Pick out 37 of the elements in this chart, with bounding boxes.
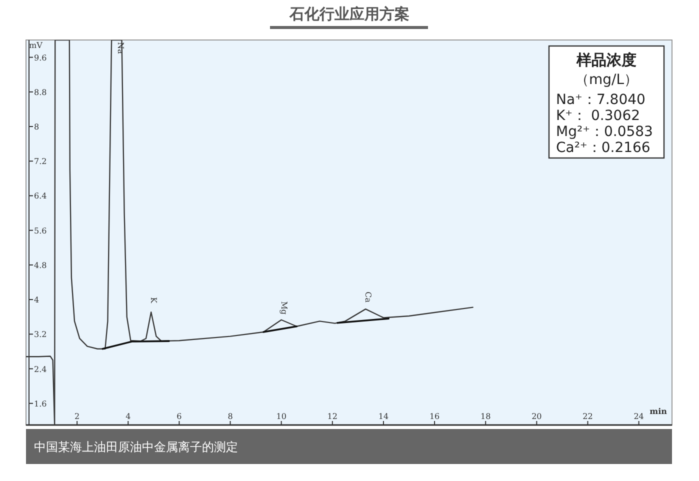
x-tick-label: 24: [634, 412, 644, 421]
y-axis-title: mV: [29, 41, 43, 50]
y-tick-label: 2.4: [34, 364, 47, 374]
y-tick-label: 4.8: [34, 260, 47, 270]
chart-title: 石化行业应用方案: [288, 5, 410, 23]
x-tick-label: 20: [532, 412, 542, 421]
x-tick-label: 12: [327, 412, 338, 421]
annotation: Ca: [364, 292, 373, 303]
annotation: K⁺： 0.3062: [556, 108, 640, 124]
y-tick-label: 6.4: [34, 192, 47, 201]
x-tick-label: 22: [582, 412, 593, 421]
x-axis-title: min: [650, 406, 668, 416]
x-tick-label: 2: [74, 412, 80, 421]
y-tick-label: 5.6: [34, 226, 47, 236]
annotation: K: [149, 297, 158, 304]
annotation: 样品浓度: [576, 51, 636, 69]
x-tick-label: 14: [378, 412, 389, 421]
annotation: Na: [116, 42, 125, 54]
x-tick-label: 16: [429, 412, 440, 421]
x-tick-label: 8: [228, 412, 233, 421]
y-tick-label: 3.2: [34, 330, 47, 340]
annotation: （mg/L）: [574, 72, 638, 88]
x-tick-label: 18: [480, 412, 491, 421]
y-tick-label: 7.2: [34, 157, 47, 166]
text: 中国某海上油田原油中金属离子的测定: [34, 440, 238, 454]
y-tick-label: 9.6: [34, 53, 47, 62]
x-tick-label: 10: [276, 412, 286, 421]
y-tick-label: 8.8: [34, 88, 47, 97]
y-tick-label: 1.6: [34, 399, 47, 408]
annotation: Mg²⁺：0.0583: [556, 124, 653, 140]
annotation: Na⁺：7.8040: [556, 92, 646, 108]
y-tick-label: 8: [34, 122, 40, 132]
x-tick-label: 6: [176, 412, 182, 421]
annotation: Mg: [279, 301, 288, 315]
annotation: Ca²⁺：0.2166: [556, 140, 650, 156]
y-tick-label: 4: [34, 296, 40, 305]
x-tick-label: 4: [126, 412, 131, 421]
